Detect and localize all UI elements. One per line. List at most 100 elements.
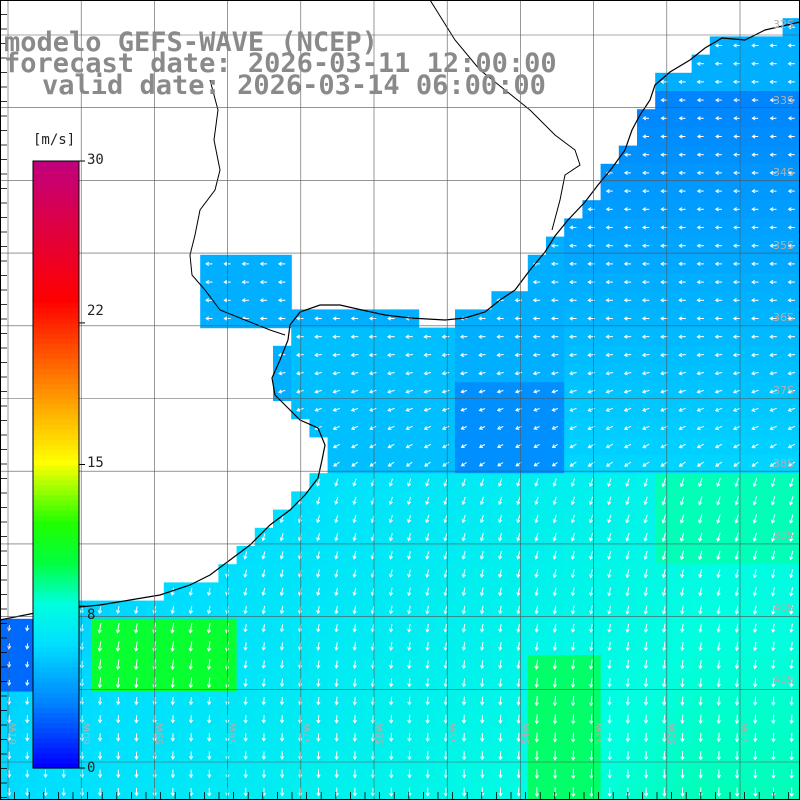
colorbar-segment: [33, 570, 79, 577]
colorbar-segment: [33, 348, 79, 354]
colorbar-segment: [33, 252, 79, 258]
colorbar-segment: [33, 231, 79, 238]
colorbar-segment: [33, 241, 79, 248]
colorbar-segment: [33, 181, 79, 187]
colorbar-segment: [33, 707, 79, 713]
latitude-label: 32S: [773, 18, 794, 31]
colorbar-segment: [33, 343, 79, 349]
latitude-label: 39S: [773, 529, 794, 542]
colorbar-segment: [33, 211, 79, 218]
colorbar-segment: [33, 621, 79, 627]
colorbar-segment: [33, 525, 79, 531]
colorbar-segment: [33, 494, 79, 501]
colorbar-segment: [33, 510, 79, 516]
colorbar-segment: [33, 575, 79, 582]
colorbar-segment: [33, 489, 79, 496]
colorbar-segment: [33, 332, 79, 339]
colorbar-segment: [33, 358, 79, 364]
colorbar-segment: [33, 722, 79, 729]
latitude-label: 33S: [773, 94, 794, 107]
longitude-label: 59W: [155, 722, 166, 745]
colorbar-segment: [33, 216, 79, 223]
colorbar-segment: [33, 373, 79, 380]
longitude-label: 54W: [521, 722, 532, 745]
colorbar-segment: [33, 747, 79, 754]
latitude-label: 41S: [773, 673, 794, 686]
colorbar-segment: [33, 661, 79, 668]
longitude-label: 51W: [740, 722, 751, 745]
colorbar-segment: [33, 545, 79, 552]
colorbar-segment: [33, 626, 79, 633]
colorbar-segment: [33, 418, 79, 425]
colorbar-segment: [33, 596, 79, 602]
longitude-label: 60W: [82, 722, 93, 745]
colorbar-segment: [33, 590, 79, 597]
longitude-label: 57W: [302, 722, 313, 745]
colorbar-segment: [33, 687, 79, 693]
latitude-label: 40S: [773, 601, 794, 614]
colorbar-segment: [33, 322, 79, 329]
colorbar-segment: [33, 282, 79, 289]
colorbar-segment: [33, 479, 79, 486]
longitude-label: 55W: [448, 722, 459, 745]
colorbar-segment: [33, 403, 79, 410]
colorbar-segment: [33, 439, 79, 445]
colorbar-segment: [33, 737, 79, 744]
colorbar-segment: [33, 383, 79, 390]
colorbar-segment: [33, 236, 79, 243]
colorbar-segment: [33, 530, 79, 536]
colorbar-segment: [33, 616, 79, 622]
colorbar-segment: [33, 757, 79, 764]
colorbar-segment: [33, 692, 79, 698]
colorbar-segment: [33, 393, 79, 400]
colorbar-segment: [33, 408, 79, 415]
colorbar-segment: [33, 671, 79, 678]
colorbar-segment: [33, 191, 79, 198]
colorbar-segment: [33, 246, 79, 253]
colorbar-segment: [33, 257, 79, 263]
longitude-label: 52W: [667, 722, 678, 745]
colorbar-segment: [33, 732, 79, 739]
longitude-label: 56W: [375, 722, 386, 745]
colorbar-segment: [33, 474, 79, 481]
colorbar-tick-label: 22: [87, 303, 104, 319]
valid-date: valid date: 2026-03-14 06:00:00: [42, 70, 546, 101]
colorbar-segment: [33, 666, 79, 673]
colorbar-segment: [33, 504, 79, 511]
colorbar-segment: [33, 499, 79, 506]
colorbar-segment: [33, 353, 79, 359]
colorbar-segment: [33, 171, 79, 177]
colorbar-segment: [33, 277, 79, 283]
colorbar-segment: [33, 161, 79, 167]
colorbar-segment: [33, 226, 79, 233]
colorbar-segment: [33, 717, 79, 724]
colorbar-segment: [33, 307, 79, 314]
colorbar-segment: [33, 166, 79, 172]
coastline-north: [429, 0, 581, 231]
colorbar-segment: [33, 454, 79, 461]
colorbar-segment: [33, 515, 79, 521]
colorbar-tick-label: 30: [87, 152, 104, 168]
colorbar-segment: [33, 636, 79, 643]
colorbar-segment: [33, 555, 79, 562]
colorbar-segment: [33, 302, 79, 309]
colorbar-segment: [33, 363, 79, 369]
colorbar-unit: [m/s]: [33, 132, 76, 148]
colorbar-segment: [33, 560, 79, 567]
latitude-label: 36S: [773, 311, 794, 324]
colorbar-segment: [33, 676, 79, 683]
colorbar-tick-label: 8: [87, 607, 96, 623]
colorbar-segment: [33, 656, 79, 663]
colorbar-segment: [33, 742, 79, 749]
colorbar-segment: [33, 272, 79, 278]
colorbar-segment: [33, 327, 79, 334]
colorbar-segment: [33, 388, 79, 395]
colorbar-segment: [33, 550, 79, 557]
colorbar-segment: [33, 413, 79, 420]
colorbar-segment: [33, 459, 79, 466]
colorbar-segment: [33, 429, 79, 435]
colorbar-segment: [33, 611, 79, 617]
colorbar-segment: [33, 464, 79, 471]
